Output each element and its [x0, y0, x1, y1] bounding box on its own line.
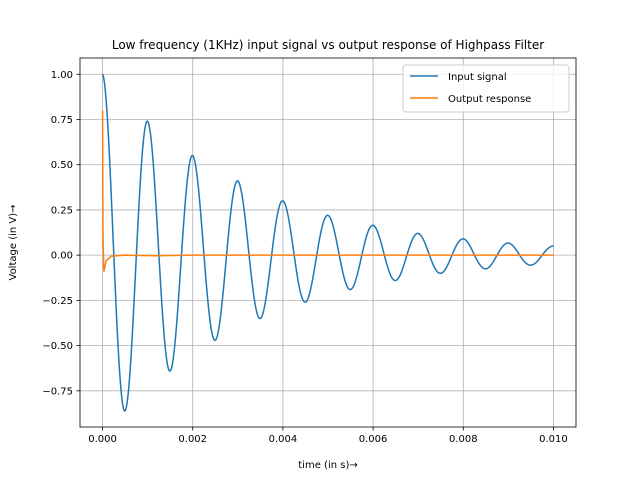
series-layer	[101, 73, 554, 412]
legend-box	[402, 64, 570, 113]
y-tick-label: −0.75	[42, 386, 73, 397]
y-tick-label: 0.75	[51, 115, 73, 126]
x-tick-label: 0.010	[539, 434, 568, 445]
legend-label-input-signal: Input signal	[448, 72, 507, 83]
series-line-output-response	[101, 110, 554, 272]
x-axis-title: time (in s)→	[298, 460, 357, 471]
legend-label-output-response: Output response	[448, 94, 531, 105]
legend: Input signal Output response	[402, 64, 570, 113]
y-tick-label: 1.00	[51, 70, 73, 81]
x-tick-label: 0.000	[88, 434, 117, 445]
chart-title: Low frequency (1KHz) input signal vs out…	[112, 38, 544, 52]
plot-frame	[79, 57, 577, 428]
y-tick-label: −0.50	[42, 341, 73, 352]
x-tick-label: 0.002	[178, 434, 207, 445]
y-axis-title: Voltage (in V)→	[8, 204, 19, 280]
x-tick-label: 0.008	[449, 434, 478, 445]
y-tick-label: 0.00	[51, 251, 73, 262]
x-tick-label: 0.004	[269, 434, 298, 445]
series-line-input-signal	[101, 73, 554, 412]
x-tick-label: 0.006	[359, 434, 388, 445]
y-tick-label: 0.50	[51, 160, 73, 171]
ticks: 0.000 0.002 0.004 0.006 0.008 0.010 −0.75 −0.50…	[42, 70, 567, 445]
y-tick-label: 0.25	[51, 205, 73, 216]
y-tick-label: −0.25	[42, 296, 73, 307]
